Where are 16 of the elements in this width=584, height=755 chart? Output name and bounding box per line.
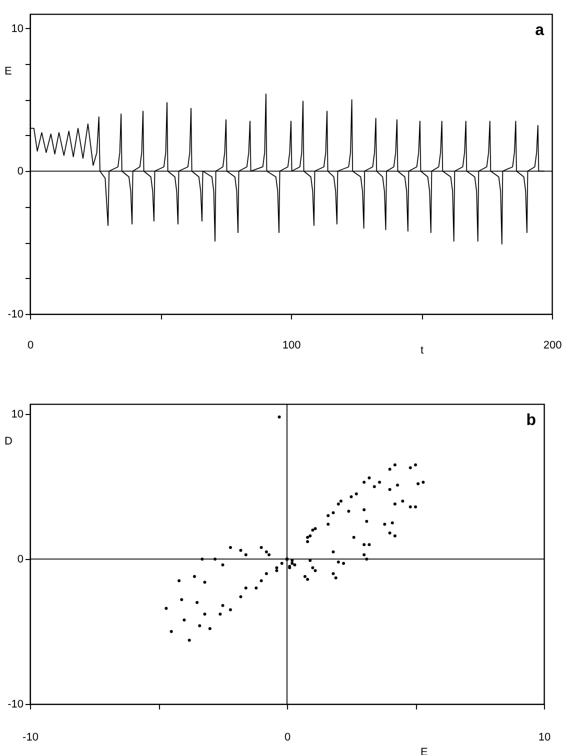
y-tick-label: 0 xyxy=(17,554,24,566)
x-tick-label: 10 xyxy=(538,732,551,744)
x-tick-label: 0 xyxy=(284,732,291,744)
x-tick-label: 200 xyxy=(543,340,562,352)
x-tick-label: 100 xyxy=(282,340,301,352)
x-axis-title: t xyxy=(420,344,424,356)
x-tick-label: 0 xyxy=(27,340,34,352)
annotation: a xyxy=(535,22,544,39)
y-tick-label: 0 xyxy=(17,166,24,178)
annotation: b xyxy=(526,412,536,429)
y-tick-label: 10 xyxy=(11,22,24,35)
y-tick-label: -10 xyxy=(8,308,24,320)
y-axis-title: E xyxy=(4,66,12,78)
y-axis-title: D xyxy=(4,436,12,448)
y-tick-label: -10 xyxy=(8,698,24,710)
y-tick-label: 10 xyxy=(11,408,24,421)
